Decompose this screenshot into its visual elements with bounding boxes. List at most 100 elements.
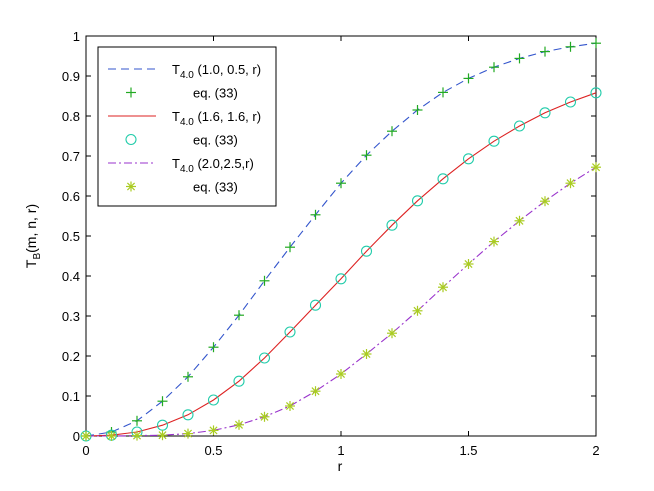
- series-6-point: [565, 178, 576, 189]
- y-tick-label: 0.4: [62, 269, 80, 284]
- series-4-point: [437, 173, 449, 185]
- y-tick-label: 0.9: [62, 69, 80, 84]
- legend-entry-3: T4.0 (1.6, 1.6, r): [108, 109, 261, 128]
- y-tick-label: 0.6: [62, 189, 80, 204]
- x-axis-label: r: [338, 458, 343, 474]
- legend-label-main: eq. (33): [193, 133, 238, 148]
- legend-entry-1: T4.0 (1.0, 0.5, r): [108, 62, 261, 81]
- series-2-point: [489, 62, 499, 73]
- series-2-point: [463, 73, 474, 84]
- series-6-point: [310, 386, 321, 397]
- legend-label-rest: (1.0, 0.5, r): [194, 62, 261, 77]
- legend-label: T4.0 (1.6, 1.6, r): [172, 109, 261, 128]
- series-2-point: [234, 310, 244, 321]
- series-2-point: [157, 396, 168, 407]
- series-2-point: [591, 38, 601, 49]
- series-4-point: [309, 299, 322, 311]
- series-6-point: [157, 430, 168, 441]
- legend-label: eq. (33): [193, 86, 238, 101]
- x-tick-label: 0: [82, 443, 89, 458]
- legend-entry-4: eq. (33): [125, 133, 238, 148]
- series-2-point: [336, 178, 346, 189]
- legend-entry-5: T4.0 (2.0,2.5,r): [108, 156, 254, 175]
- legend-label-main: T: [172, 156, 180, 171]
- legend-marker: [126, 181, 136, 192]
- legend: T4.0 (1.0, 0.5, r)eq. (33)T4.0 (1.6, 1.6…: [97, 46, 277, 207]
- series-2-point: [540, 46, 550, 57]
- series-4-point: [335, 273, 347, 285]
- series-2-point: [565, 41, 576, 52]
- series-4-point: [539, 107, 551, 119]
- series-6-point: [540, 196, 550, 207]
- series-2-point: [183, 371, 193, 382]
- y-axis-label-main: T: [23, 259, 39, 268]
- series-4-point: [590, 87, 602, 99]
- legend-label-main: eq. (33): [193, 86, 238, 101]
- legend-entry-2: eq. (33): [126, 86, 238, 101]
- axis-ticks: 0 0.5 1 1.5 2 0 0.1 0.2 0.3 0.4 0.5 0.6 0.7 0.8 0.9 1: [62, 29, 600, 458]
- series-6-point: [591, 162, 601, 173]
- y-axis-label-sub: B: [32, 253, 43, 260]
- series-4-point: [488, 135, 500, 147]
- x-tick-label: 1.5: [459, 443, 477, 458]
- series-6-point: [106, 431, 117, 441]
- legend-label-main: T: [172, 109, 180, 124]
- y-axis-label: TB(m, n, r): [23, 204, 43, 268]
- x-tick-label: 1: [337, 443, 344, 458]
- legend-label: T4.0 (2.0,2.5,r): [172, 156, 254, 175]
- legend-label-main: eq. (33): [193, 180, 238, 195]
- legend-label-main: T: [172, 62, 180, 77]
- legend-label-sub: 4.0: [180, 70, 194, 81]
- series-6-point: [183, 428, 193, 439]
- series-3-line: [85, 92, 597, 437]
- series-2-point: [412, 105, 423, 115]
- series-4-point: [386, 219, 398, 231]
- series-6-point: [387, 328, 397, 339]
- series-4-point: [564, 96, 577, 108]
- legend-box: [97, 46, 277, 207]
- series-6-point: [208, 425, 219, 436]
- legend-marker: [125, 133, 137, 146]
- series-6: [81, 162, 601, 441]
- series-6-point: [489, 236, 499, 247]
- series-2-point: [259, 275, 270, 286]
- series-2-point: [438, 87, 448, 98]
- legend-label-rest: (1.6, 1.6, r): [194, 109, 261, 124]
- series-4-point: [258, 352, 271, 364]
- series-2-point: [208, 342, 219, 353]
- series-2: [81, 38, 601, 441]
- series-4-point: [462, 153, 475, 165]
- series-6-point: [81, 431, 91, 441]
- y-tick-label: 0.5: [62, 229, 80, 244]
- x-tick-label: 2: [592, 443, 599, 458]
- series-3: [85, 92, 597, 437]
- legend-label-rest: (2.0,2.5,r): [194, 156, 254, 171]
- series-6-point: [438, 282, 448, 293]
- series-4-point: [411, 195, 424, 207]
- legend-label: T4.0 (1.0, 0.5, r): [172, 62, 261, 81]
- legend-label: eq. (33): [193, 180, 238, 195]
- series-2-point: [132, 415, 142, 426]
- legend-label-sub: 4.0: [180, 117, 194, 128]
- series-4-point: [513, 120, 526, 132]
- y-tick-label: 0.1: [62, 389, 80, 404]
- y-tick-label: 1: [73, 29, 80, 44]
- legend-entry-6: eq. (33): [126, 180, 238, 195]
- y-tick-label: 0.7: [62, 149, 80, 164]
- series-6-point: [361, 349, 372, 359]
- y-tick-label: 0: [73, 429, 80, 444]
- x-tick-label: 0.5: [204, 443, 222, 458]
- series-4-point: [233, 375, 245, 387]
- series-layer: [80, 38, 602, 442]
- y-axis-label-rest: (m, n, r): [23, 204, 39, 253]
- series-2-point: [361, 150, 372, 161]
- series-6-point: [259, 411, 270, 422]
- y-tick-label: 0.3: [62, 309, 80, 324]
- legend-marker: [126, 87, 136, 98]
- y-tick-label: 0.2: [62, 349, 80, 364]
- series-6-point: [336, 369, 346, 379]
- series-6-point: [463, 259, 474, 269]
- legend-label: eq. (33): [193, 133, 238, 148]
- series-4-point: [182, 409, 194, 421]
